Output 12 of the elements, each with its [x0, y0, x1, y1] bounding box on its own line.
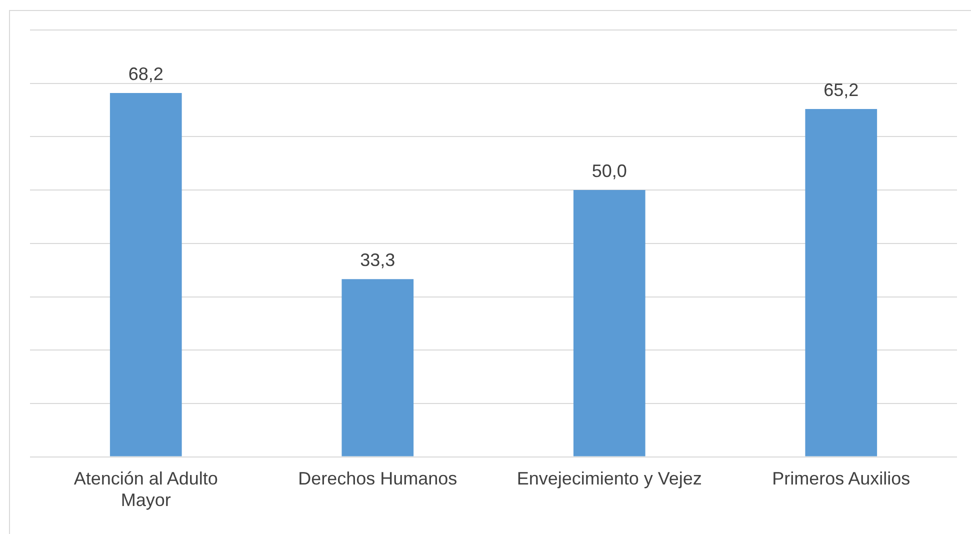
bar: [573, 190, 646, 456]
x-tick-label: Atención al Adulto Mayor: [74, 468, 218, 510]
bar: [342, 279, 414, 456]
bar: [110, 92, 182, 456]
x-tick-label: Primeros Auxilios: [772, 468, 910, 489]
data-label: 68,2: [128, 64, 164, 84]
data-label: 33,3: [360, 250, 396, 270]
x-tick-label: Envejecimiento y Vejez: [516, 468, 702, 489]
x-tick-label: Derechos Humanos: [298, 468, 458, 489]
data-label: 50,0: [592, 161, 627, 182]
bar: [805, 108, 878, 456]
data-label: 65,2: [824, 80, 859, 100]
